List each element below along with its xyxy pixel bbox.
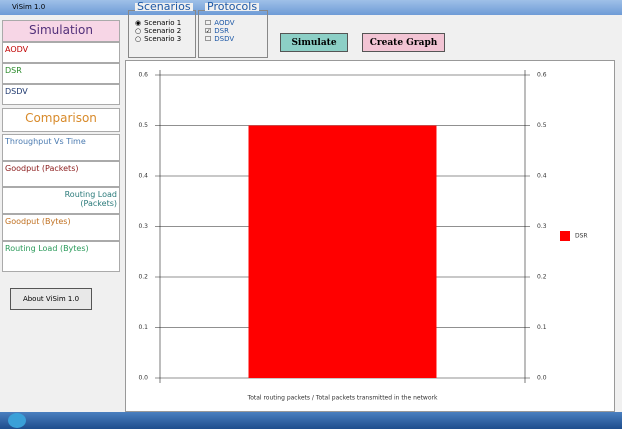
y-tick-label: 0.4	[138, 173, 148, 180]
option-label: Scenario 1	[144, 19, 182, 27]
comparison-item[interactable]: Goodput (Packets)	[2, 161, 120, 187]
option-label: Scenario 3	[144, 35, 182, 43]
option-label: Scenario 2	[144, 27, 182, 35]
simulation-header: Simulation	[2, 20, 120, 42]
y2-tick-label: 0.4	[537, 173, 547, 180]
y-tick-label: 0.3	[138, 223, 148, 230]
x-axis-label: Total routing packets / Total packets tr…	[247, 395, 438, 402]
legend-swatch	[560, 231, 570, 241]
group-title: Scenarios	[135, 0, 193, 13]
option-marker[interactable]: ☑	[205, 27, 212, 35]
y-tick-label: 0.5	[138, 122, 148, 129]
option[interactable]: ○ Scenario 3	[135, 35, 192, 43]
y-tick-label: 0.2	[138, 274, 148, 281]
window-title: ViSim 1.0	[0, 0, 622, 15]
simulate-button[interactable]: Simulate	[280, 33, 348, 52]
taskbar	[0, 412, 622, 429]
option[interactable]: ◉ Scenario 1	[135, 19, 192, 27]
protocols-group: Protocols ☐ AODV ☑ DSR ☐ DSDV	[198, 1, 268, 58]
y2-tick-label: 0.2	[537, 274, 547, 281]
y2-tick-label: 0.1	[537, 324, 547, 331]
start-button[interactable]	[8, 413, 26, 428]
comparison-item[interactable]: Routing Load (Bytes)	[2, 241, 120, 272]
y-tick-label: 0.0	[138, 375, 148, 382]
y-tick-label: 0.1	[138, 324, 148, 331]
comparison-header: Comparison	[2, 108, 120, 132]
option-marker[interactable]: ◉	[135, 19, 142, 27]
legend-label: DSR	[575, 233, 588, 240]
chart: 0.0 0.0 0.1 0.1 0.2 0.2 0.3 0.3 0.4 0.4 0.5 0.5 0.6 0…	[125, 60, 615, 412]
option-label: AODV	[214, 19, 235, 27]
y2-tick-label: 0.5	[537, 122, 547, 129]
comparison-item[interactable]: Routing Load (Packets)	[2, 187, 120, 214]
protocol-item[interactable]: AODV	[2, 42, 120, 63]
create-graph-button[interactable]: Create Graph	[362, 33, 445, 52]
option-marker[interactable]: ○	[135, 27, 142, 35]
about-button[interactable]: About ViSim 1.0	[10, 288, 92, 310]
protocol-item[interactable]: DSR	[2, 63, 120, 84]
y2-tick-label: 0.6	[537, 72, 547, 79]
option[interactable]: ○ Scenario 2	[135, 27, 192, 35]
y2-tick-label: 0.3	[537, 223, 547, 230]
comparison-item[interactable]: Goodput (Bytes)	[2, 214, 120, 241]
y-tick-label: 0.6	[138, 72, 148, 79]
protocol-item[interactable]: DSDV	[2, 84, 120, 105]
scenarios-group: Scenarios ◉ Scenario 1 ○ Scenario 2 ○ Scenari…	[128, 1, 196, 58]
option-label: DSDV	[214, 35, 235, 43]
option-marker[interactable]: ○	[135, 35, 142, 43]
comparison-item[interactable]: Throughput Vs Time	[2, 134, 120, 161]
bar	[248, 125, 437, 378]
option[interactable]: ☐ DSDV	[205, 35, 264, 43]
option-label: DSR	[214, 27, 229, 35]
option[interactable]: ☑ DSR	[205, 27, 264, 35]
option[interactable]: ☐ AODV	[205, 19, 264, 27]
option-marker[interactable]: ☐	[205, 19, 212, 27]
group-title: Protocols	[205, 0, 260, 13]
y2-tick-label: 0.0	[537, 375, 547, 382]
option-marker[interactable]: ☐	[205, 35, 212, 43]
